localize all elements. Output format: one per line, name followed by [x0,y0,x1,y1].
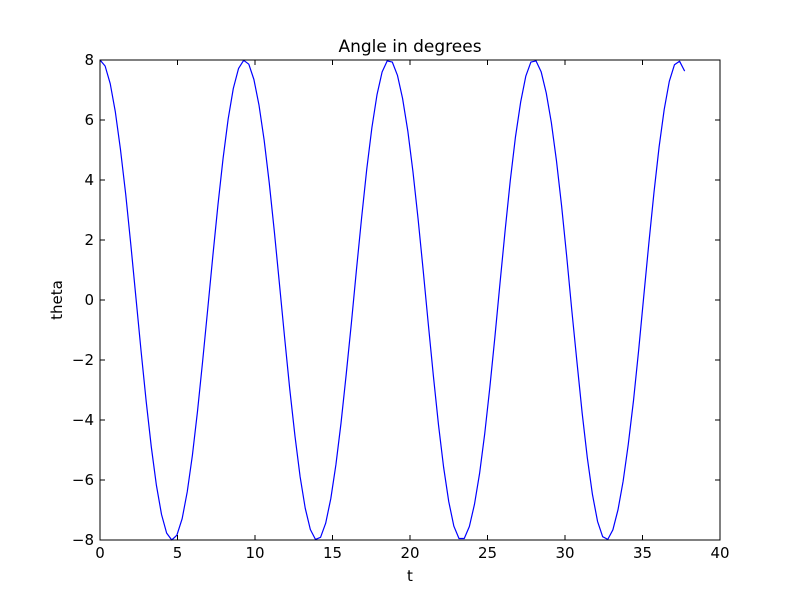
x-axis-label: t [407,567,413,585]
x-tick-label: 5 [173,544,183,562]
x-tick-label: 35 [633,544,652,562]
y-tick-label: 8 [84,51,94,69]
y-tick-label: 4 [84,171,94,189]
x-tick-label: 10 [245,544,264,562]
plot-frame [99,59,721,541]
x-tick-label: 20 [400,544,419,562]
x-tick-label: 25 [478,544,497,562]
plot-area-background [100,60,720,540]
y-axis-label: theta [48,280,66,320]
x-tick-label: 40 [710,544,729,562]
y-tick-label: −4 [72,411,94,429]
x-tick-label: 15 [323,544,342,562]
series-line-0 [99,59,686,541]
x-tick-label: 0 [95,544,105,562]
series-layer [99,59,686,541]
chart-title: Angle in degrees [338,37,481,57]
axis-ticks: 0 5 10 15 20 25 30 35 40 −8 −6 −4 −2 0 2 4 6 8 [72,51,730,562]
x-tick-label: 30 [555,544,574,562]
y-tick-label: −2 [72,351,94,369]
y-tick-label: −8 [72,531,94,549]
y-tick-label: 6 [84,111,94,129]
y-tick-label: 0 [84,291,94,309]
y-tick-label: −6 [72,471,94,489]
y-tick-label: 2 [84,231,94,249]
